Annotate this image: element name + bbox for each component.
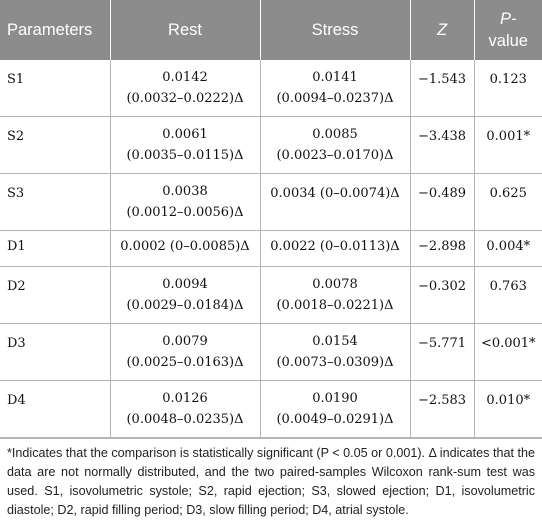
z-cell: −3.438 [410, 116, 475, 174]
rest-value: 0.0126 [162, 391, 208, 406]
header-p-value: P-value [474, 0, 542, 60]
table-row: D2 0.0094 (0.0029–0.0184)Δ 0.0078 (0.0018–… [0, 266, 542, 324]
p-cell: 0.123 [474, 60, 542, 117]
stress-range: (0.0018–0.0221)Δ [276, 298, 394, 313]
rest-value: 0.0038 [162, 184, 208, 199]
stress-cell: 0.0078 (0.0018–0.0221)Δ [260, 266, 411, 324]
rest-cell: 0.0126 (0.0048–0.0235)Δ [110, 380, 261, 438]
rest-value: 0.0142 [162, 70, 208, 85]
table-row: S3 0.0038 (0.0012–0.0056)Δ 0.0034 (0–0.00… [0, 173, 542, 231]
header-p-value-line1: P- [500, 10, 517, 28]
p-cell: 0.010* [474, 380, 542, 438]
p-cell: 0.001* [474, 116, 542, 174]
stress-range: (0.0023–0.0170)Δ [276, 148, 394, 163]
rest-range: (0.0048–0.0235)Δ [126, 412, 244, 427]
stress-cell: 0.0154 (0.0073–0.0309)Δ [260, 323, 411, 381]
table-row: S1 0.0142 (0.0032–0.0222)Δ 0.0141 (0.0094–… [0, 60, 542, 117]
rest-range: (0.0012–0.0056)Δ [126, 205, 244, 220]
rest-cell: 0.0002 (0–0.0085)Δ [110, 230, 261, 267]
rest-range: (0.0029–0.0184)Δ [126, 298, 244, 313]
rest-cell: 0.0038 (0.0012–0.0056)Δ [110, 173, 261, 231]
stress-range: (0.0049–0.0291)Δ [276, 412, 394, 427]
stress-cell: 0.0190 (0.0049–0.0291)Δ [260, 380, 411, 438]
table-footnote: *Indicates that the comparison is statis… [0, 438, 542, 520]
stress-value: 0.0154 [312, 334, 358, 349]
rest-cell: 0.0142 (0.0032–0.0222)Δ [110, 60, 261, 117]
stress-cell: 0.0022 (0–0.0113)Δ [260, 230, 411, 267]
param-cell: D2 [0, 266, 111, 324]
p-cell: 0.004* [474, 230, 542, 267]
header-rest: Rest [110, 0, 261, 60]
table-row: D1 0.0002 (0–0.0085)Δ 0.0022 (0–0.0113)Δ… [0, 230, 542, 267]
param-cell: S1 [0, 60, 111, 117]
stress-range: (0.0094–0.0237)Δ [276, 91, 394, 106]
p-cell: 0.763 [474, 266, 542, 324]
stress-cell: 0.0141 (0.0094–0.0237)Δ [260, 60, 411, 117]
z-cell: −1.543 [410, 60, 475, 117]
param-cell: S3 [0, 173, 111, 231]
param-cell: D3 [0, 323, 111, 381]
header-parameters: Parameters [0, 0, 111, 60]
stress-cell: 0.0034 (0–0.0074)Δ [260, 173, 411, 231]
stress-value: 0.0190 [312, 391, 358, 406]
statistics-table: Parameters Rest Stress Z P-value S1 0.01… [0, 0, 542, 438]
rest-value: 0.0094 [162, 277, 208, 292]
header-stress: Stress [260, 0, 411, 60]
rest-cell: 0.0061 (0.0035–0.0115)Δ [110, 116, 261, 174]
rest-range: (0.0025–0.0163)Δ [126, 355, 244, 370]
rest-value: 0.0079 [162, 334, 208, 349]
header-p-value-line2: value [488, 32, 528, 50]
stress-range: (0.0073–0.0309)Δ [276, 355, 394, 370]
param-cell: S2 [0, 116, 111, 174]
param-cell: D1 [0, 230, 111, 267]
stress-value: 0.0078 [312, 277, 358, 292]
stress-value: 0.0085 [312, 127, 358, 142]
rest-range: (0.0032–0.0222)Δ [126, 91, 244, 106]
table-row: S2 0.0061 (0.0035–0.0115)Δ 0.0085 (0.0023–… [0, 116, 542, 174]
z-cell: −2.898 [410, 230, 475, 267]
rest-range: (0.0035–0.0115)Δ [126, 148, 244, 163]
rest-cell: 0.0079 (0.0025–0.0163)Δ [110, 323, 261, 381]
z-cell: −0.489 [410, 173, 475, 231]
rest-cell: 0.0094 (0.0029–0.0184)Δ [110, 266, 261, 324]
z-cell: −5.771 [410, 323, 475, 381]
stress-value: 0.0141 [312, 70, 358, 85]
p-cell: <0.001* [474, 323, 542, 381]
table-row: D3 0.0079 (0.0025–0.0163)Δ 0.0154 (0.0073–… [0, 323, 542, 381]
table-header: Parameters Rest Stress Z P-value [0, 0, 542, 60]
table-row: D4 0.0126 (0.0048–0.0235)Δ 0.0190 (0.0049–… [0, 380, 542, 438]
z-cell: −2.583 [410, 380, 475, 438]
rest-value: 0.0061 [162, 127, 208, 142]
p-cell: 0.625 [474, 173, 542, 231]
param-cell: D4 [0, 380, 111, 438]
header-z: Z [410, 0, 475, 60]
z-cell: −0.302 [410, 266, 475, 324]
stress-cell: 0.0085 (0.0023–0.0170)Δ [260, 116, 411, 174]
